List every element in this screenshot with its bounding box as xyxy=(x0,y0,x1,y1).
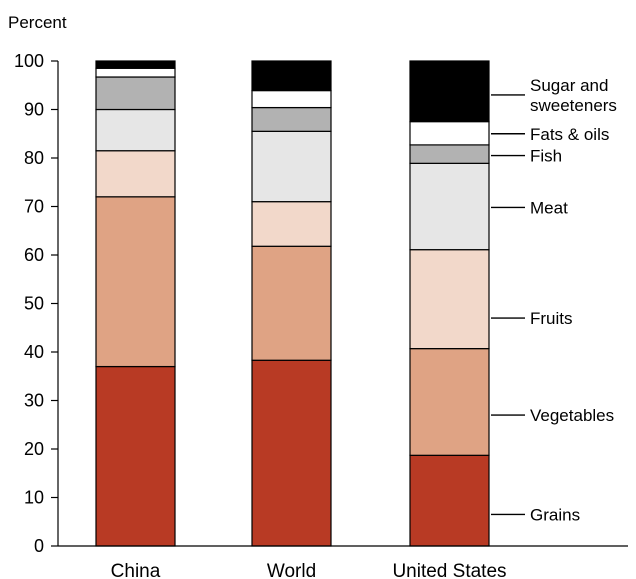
y-tick-label-70: 70 xyxy=(24,197,44,217)
bar-china-grains xyxy=(95,365,176,547)
bar-united-states-fruits xyxy=(409,249,490,350)
bar-world-sugar-and-sweeteners xyxy=(251,60,332,92)
series-label-meat: Meat xyxy=(530,198,568,217)
bar-world-vegetables xyxy=(251,245,332,361)
y-tick-label-60: 60 xyxy=(24,245,44,265)
series-label-grains: Grains xyxy=(530,505,580,524)
bar-world-fish xyxy=(251,106,332,132)
bar-united-states-vegetables xyxy=(409,348,490,456)
bar-world-fats-and-oils xyxy=(251,89,332,109)
series-label-fats-and-oils: Fats & oils xyxy=(530,125,609,144)
x-axis: China World United States xyxy=(111,561,507,579)
bar-world-fruits xyxy=(251,201,332,247)
bar-china-fruits xyxy=(95,150,176,198)
bar-china-fish xyxy=(95,76,176,111)
y-tick-label-30: 30 xyxy=(24,391,44,411)
x-label-china: China xyxy=(111,561,161,579)
bar-united-states-grains xyxy=(409,454,490,547)
bar-united-states-fats-and-oils xyxy=(409,121,490,146)
series-label-fish: Fish xyxy=(530,147,562,166)
y-tick-label-40: 40 xyxy=(24,342,44,362)
series-label-sugar-and-sweeteners: Sugar and sweeteners xyxy=(530,76,617,115)
bar-china-fats-and-oils xyxy=(95,67,176,78)
bar-china-vegetables xyxy=(95,196,176,368)
bar-china-sugar-and-sweeteners xyxy=(95,60,176,69)
y-axis: 0 10 20 30 40 50 60 70 80 90 100 xyxy=(14,51,58,556)
x-label-united-states: United States xyxy=(392,561,506,579)
series-label-fruits: Fruits xyxy=(530,309,573,328)
series-label-vegetables: Vegetables xyxy=(530,406,614,425)
bar-world-meat xyxy=(251,130,332,203)
bar-united-states-fish xyxy=(409,144,490,164)
bar-china-meat xyxy=(95,108,176,152)
y-tick-label-80: 80 xyxy=(24,148,44,168)
y-tick-label-90: 90 xyxy=(24,100,44,120)
x-label-world: World xyxy=(267,561,316,579)
series-labels: Grains Vegetables Fruits Meat Fish Fats & oil… xyxy=(491,76,617,524)
bars xyxy=(95,60,490,547)
bar-world-grains xyxy=(251,359,332,547)
y-tick-label-100: 100 xyxy=(14,51,44,71)
y-tick-label-20: 20 xyxy=(24,439,44,459)
y-tick-label-50: 50 xyxy=(24,294,44,314)
bar-united-states-meat xyxy=(409,162,490,251)
y-tick-label-0: 0 xyxy=(34,536,44,556)
y-tick-label-10: 10 xyxy=(24,488,44,508)
y-axis-label: Percent xyxy=(8,13,67,32)
bar-united-states-sugar-and-sweeteners xyxy=(409,60,490,123)
